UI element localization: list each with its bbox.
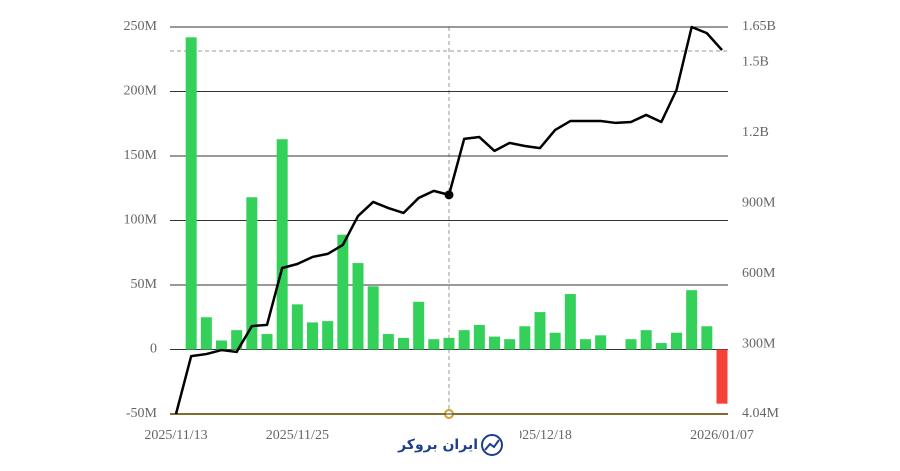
y2-tick-label: 1.65B <box>742 19 776 34</box>
x-tick-label: 2025/11/25 <box>266 428 329 443</box>
bar <box>504 339 516 350</box>
y-tick-label: 50M <box>131 277 158 292</box>
bar <box>216 340 227 350</box>
bar <box>246 197 258 350</box>
bar <box>428 339 440 350</box>
y2-tick-label: 1.5B <box>742 54 769 69</box>
bar <box>231 330 243 350</box>
watermark: ایران بروکر <box>380 428 520 462</box>
bar <box>640 330 652 350</box>
x-tick-label: 2026/01/07 <box>690 428 754 443</box>
y-tick-label: 0 <box>150 342 157 357</box>
bar <box>671 332 682 350</box>
bar <box>337 234 349 350</box>
bar <box>398 337 409 350</box>
hover-point <box>444 190 454 200</box>
bar <box>413 301 425 350</box>
bar <box>307 322 318 350</box>
bar <box>549 332 561 350</box>
bar <box>655 343 667 350</box>
bar <box>382 334 394 350</box>
bar <box>595 335 607 350</box>
y2-tick-label: 300M <box>742 337 776 352</box>
watermark-icon <box>481 434 503 456</box>
watermark-bg <box>380 428 520 462</box>
bar <box>701 326 713 350</box>
y-tick-label: 200M <box>124 84 158 99</box>
y2-tick-label: 4.04M <box>742 406 780 421</box>
y-tick-label: 150M <box>124 148 158 163</box>
x-tick-label: 2025/11/13 <box>144 428 207 443</box>
bar <box>564 294 576 350</box>
bar <box>367 286 379 350</box>
bar <box>519 326 531 350</box>
bar <box>473 324 485 350</box>
bar <box>200 317 212 350</box>
y2-tick-label: 600M <box>742 266 776 281</box>
bar <box>458 330 470 350</box>
bar <box>322 321 334 350</box>
bar <box>276 139 288 350</box>
bar <box>625 339 637 350</box>
y2-tick-label: 900M <box>742 196 776 211</box>
watermark-icon-arrow <box>484 439 500 451</box>
x-tick-label: 2025/12/18 <box>508 428 572 443</box>
bar <box>580 339 591 350</box>
bar <box>489 336 500 350</box>
watermark-text: ایران بروکر <box>397 437 478 453</box>
bar <box>686 290 698 350</box>
y-tick-label: -50M <box>126 406 158 421</box>
bar <box>261 334 273 350</box>
bar <box>716 349 728 404</box>
bar <box>443 337 455 350</box>
bar <box>185 37 197 350</box>
y-tick-label: 100M <box>124 213 158 228</box>
bar <box>291 304 303 350</box>
y2-tick-label: 1.2B <box>742 125 769 140</box>
y-tick-label: 250M <box>124 19 158 34</box>
bar <box>352 263 364 350</box>
bar <box>534 312 546 350</box>
